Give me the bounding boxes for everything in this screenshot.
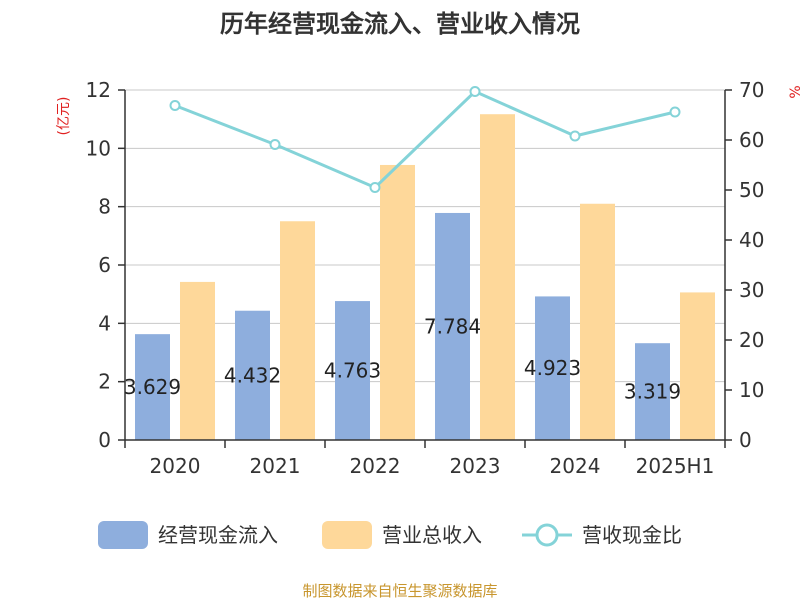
y-right-tick-label: 40	[739, 228, 764, 252]
y-left-tick-label: 6	[98, 253, 111, 277]
legend-label-revenue: 营业总收入	[382, 523, 482, 547]
bar-revenue	[280, 221, 315, 440]
bar-revenue	[380, 164, 415, 441]
ratio-point	[269, 139, 281, 150]
bar-revenue	[580, 203, 615, 440]
bar-cash-inflow	[335, 301, 370, 440]
bar-cash-inflow	[135, 334, 170, 440]
data-label-cash-inflow: 4.923	[524, 356, 581, 380]
data-label-cash-inflow: 4.763	[324, 359, 381, 383]
ratio-line	[169, 86, 681, 193]
y-left-tick-label: 0	[98, 428, 111, 452]
x-tick-label: 2020	[150, 454, 201, 478]
chart-title: 历年经营现金流入、营业收入情况	[220, 10, 580, 38]
x-tick-label: 2022	[350, 454, 401, 478]
data-label-cash-inflow: 4.432	[224, 363, 281, 387]
legend-marker-ratio	[535, 523, 559, 547]
x-tick-label: 2023	[450, 454, 501, 478]
ratio-point	[569, 130, 581, 142]
bars	[135, 114, 715, 441]
y-left-unit: (亿元)	[56, 97, 72, 136]
y-right-tick-label: 70	[739, 78, 764, 102]
y-left-tick-label: 12	[86, 78, 111, 102]
data-label-cash-inflow: 3.629	[124, 375, 181, 399]
legend: 经营现金流入 营业总收入 营收现金比	[98, 521, 682, 549]
ratio-point	[369, 182, 381, 193]
x-tick-label: 2024	[550, 454, 601, 478]
y-right-tick-label: 30	[739, 278, 764, 302]
legend-swatch-cash-inflow	[98, 521, 148, 549]
data-label-cash-inflow: 7.784	[424, 314, 481, 338]
y-right-tick-label: 20	[739, 328, 764, 352]
bar-cash-inflow	[635, 343, 670, 440]
ratio-point	[669, 106, 681, 118]
axes	[118, 89, 732, 448]
bar-revenue	[680, 292, 715, 440]
ratio-line-path	[174, 89, 676, 190]
legend-swatch-revenue	[322, 521, 372, 549]
y-right-tick-label: 60	[739, 128, 764, 152]
data-label-cash-inflow: 3.319	[624, 380, 681, 404]
x-tick-label: 2025H1	[636, 454, 715, 478]
y-right-tick-label: 50	[739, 178, 764, 202]
y-right-unit: %	[788, 85, 800, 98]
bar-cash-inflow	[235, 310, 270, 440]
y-left-tick-label: 8	[98, 195, 111, 219]
bar-cash-inflow	[435, 212, 470, 440]
bar-revenue	[180, 281, 215, 440]
tick-labels: 2020 2021 2022 2023 2024 2025H1 0 2 4 6 8 10 12 0 10 20…	[86, 78, 765, 478]
x-tick-label: 2021	[250, 454, 301, 478]
source-note: 制图数据来自恒生聚源数据库	[302, 582, 497, 600]
legend-label-ratio: 营收现金比	[582, 523, 682, 547]
y-left-tick-label: 4	[98, 311, 111, 335]
y-right-tick-label: 0	[739, 428, 752, 452]
ratio-point	[469, 86, 481, 97]
legend-label-cash-inflow: 经营现金流入	[158, 523, 278, 547]
y-right-tick-label: 10	[739, 378, 764, 402]
bar-revenue	[480, 114, 515, 440]
y-left-tick-label: 2	[98, 370, 111, 394]
grid-lines	[125, 89, 725, 383]
ratio-point	[169, 100, 181, 111]
bar-cash-inflow	[535, 296, 570, 440]
y-left-tick-label: 10	[86, 136, 111, 160]
data-labels: 3.629 4.432 4.763 7.784 4.923 3.319	[124, 314, 681, 403]
